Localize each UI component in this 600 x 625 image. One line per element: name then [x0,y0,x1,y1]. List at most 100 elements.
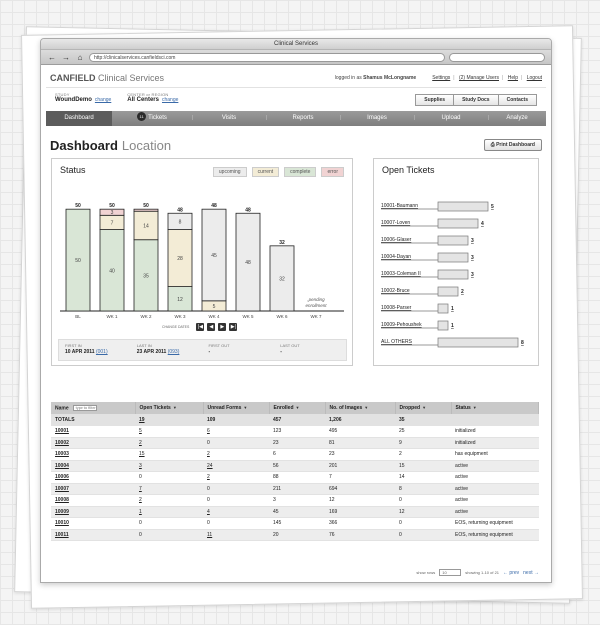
supplies-button[interactable]: Supplies [415,94,455,106]
table-row[interactable]: 10007 7 0 211 694 8 active [51,483,539,495]
ticket-count-label[interactable]: 3 [471,272,474,278]
nav-dashboard[interactable]: Dashboard [46,111,112,126]
ticket-center-label[interactable]: 10006-Glaser [381,237,412,243]
count-link[interactable]: 11 [207,531,213,538]
study-change-link[interactable]: change [94,97,112,103]
ticket-center-label[interactable]: 10004-Dayan [381,254,411,260]
nav-analyze[interactable]: Analyze [488,111,546,126]
table-row[interactable]: 10004 3 24 56 201 15 active [51,460,539,472]
ticket-center-label[interactable]: 10008-Parser [381,305,412,311]
col-unread-forms[interactable]: Unread Forms ▼ [203,402,270,414]
ticket-count-label[interactable]: 4 [481,221,484,227]
logout-link[interactable]: Logout [526,75,542,81]
nav-tickets[interactable]: 11 Tickets [112,111,192,126]
count-link[interactable]: 6 [207,428,210,435]
table-row[interactable]: 10011 0 11 20 76 0 EOS, returning equipment [51,529,539,541]
first-in-link[interactable]: (001) [95,349,108,355]
study-docs-button[interactable]: Study Docs [454,94,499,106]
col-images[interactable]: No. of Images ▼ [325,402,396,414]
count-link[interactable]: 1 [139,508,142,515]
table-row[interactable]: 10003 15 2 6 23 2 has equipment [51,448,539,461]
count-link[interactable]: 5 [139,428,142,435]
nav-images[interactable]: Images [340,111,414,126]
ticket-center-label[interactable]: 10009-Pehoushek [381,322,422,328]
bar-segment-complete[interactable] [167,286,193,312]
nav-reports[interactable]: Reports [266,111,340,126]
count-link[interactable]: 15 [139,451,145,458]
ticket-count-label[interactable]: 3 [471,238,474,244]
col-open-tickets[interactable]: Open Tickets ▼ [135,402,204,414]
ticket-bar[interactable] [437,269,469,280]
center-link[interactable]: 10001 [55,428,69,435]
table-row[interactable]: 10009 1 4 45 169 12 active [51,506,539,518]
bar-segment-upcoming[interactable] [269,245,295,312]
ticket-count-label[interactable]: 5 [491,204,494,210]
col-status[interactable]: Status ▼ [451,402,539,414]
ticket-bar[interactable] [437,337,519,348]
help-link[interactable]: Help [507,75,518,81]
next-page-icon[interactable]: ▶ [218,323,227,331]
bar-segment-upcoming[interactable] [167,212,193,230]
bar-segment-error[interactable] [133,208,159,212]
ticket-count-label[interactable]: 3 [471,255,474,261]
next-page-link[interactable]: next → [523,569,539,576]
bar-segment-error[interactable] [99,208,125,216]
ticket-center-label[interactable]: 10003-Coleman II [381,271,421,277]
ticket-bar[interactable] [437,235,469,246]
count-link[interactable]: 7 [139,485,142,492]
center-link[interactable]: 10009 [55,508,69,515]
forward-arrow-icon[interactable]: → [62,52,70,62]
center-link[interactable]: 10007 [55,485,69,492]
center-link[interactable]: 10010 [55,520,69,527]
count-link[interactable]: 2 [139,439,142,446]
ticket-bar[interactable] [437,201,489,212]
ticket-center-label[interactable]: 10007-Loven [381,220,410,226]
center-link[interactable]: 10004 [55,462,69,469]
last-page-icon[interactable]: ▶| [229,323,238,331]
table-row[interactable]: 10008 2 0 3 12 0 active [51,494,539,507]
nav-visits[interactable]: Visits [192,111,266,126]
last-in-link[interactable]: (093) [167,349,180,355]
center-link[interactable]: 10003 [55,451,69,458]
center-link[interactable]: 10002 [55,439,69,446]
back-arrow-icon[interactable]: ← [48,52,56,62]
bar-segment-upcoming[interactable] [201,208,227,302]
bar-segment-upcoming[interactable] [235,212,261,312]
table-row[interactable]: 10001 5 6 123 495 25 initialized [51,425,539,438]
first-page-icon[interactable]: |◀ [196,323,205,331]
ticket-count-label[interactable]: 8 [521,340,524,346]
show-rows-select[interactable]: 10 [439,569,462,576]
settings-link[interactable]: Settings [432,75,451,81]
ticket-bar[interactable] [437,252,469,263]
count-link[interactable]: 2 [139,497,142,504]
count-link[interactable]: 2 [207,451,210,458]
col-name[interactable]: Name type to filter [51,402,136,414]
table-row[interactable]: 10010 0 0 145 366 0 EOS, returning equipment [51,517,539,530]
bar-segment-complete[interactable] [133,239,159,312]
ticket-count-label[interactable]: 2 [461,289,464,295]
ticket-count-label[interactable]: 1 [451,323,454,329]
table-row[interactable]: 10002 2 0 23 81 9 initialized [51,437,539,449]
table-row[interactable]: 10006 0 2 88 7 14 active [51,471,539,484]
ticket-center-label[interactable]: 10002-Bruce [381,288,410,294]
center-change-link[interactable]: change [161,97,179,103]
center-link[interactable]: 10011 [55,531,69,538]
col-enrolled[interactable]: Enrolled ▼ [269,402,326,414]
bar-segment-current[interactable] [167,229,193,287]
prev-page-link[interactable]: ← prev [503,569,520,576]
count-link[interactable]: 3 [139,462,142,469]
ticket-center-label[interactable]: 10001-Baumann [381,203,418,209]
center-link[interactable]: 10008 [55,497,69,504]
totals-open-tickets-link[interactable]: 19 [139,416,145,423]
bar-segment-complete[interactable] [99,229,125,312]
url-bar[interactable]: http://clinicalservices.canfieldsci.com [89,52,445,62]
ticket-bar[interactable] [437,286,459,297]
ticket-bar[interactable] [437,218,479,229]
filter-input[interactable]: type to filter [72,404,97,411]
manage-users-link[interactable]: (2) Manage Users [458,75,499,81]
col-dropped[interactable]: Dropped ▼ [395,402,452,414]
home-icon[interactable]: ⌂ [77,52,83,62]
contacts-button[interactable]: Contacts [498,94,537,106]
center-link[interactable]: 10006 [55,474,69,481]
count-link[interactable]: 24 [207,462,213,469]
